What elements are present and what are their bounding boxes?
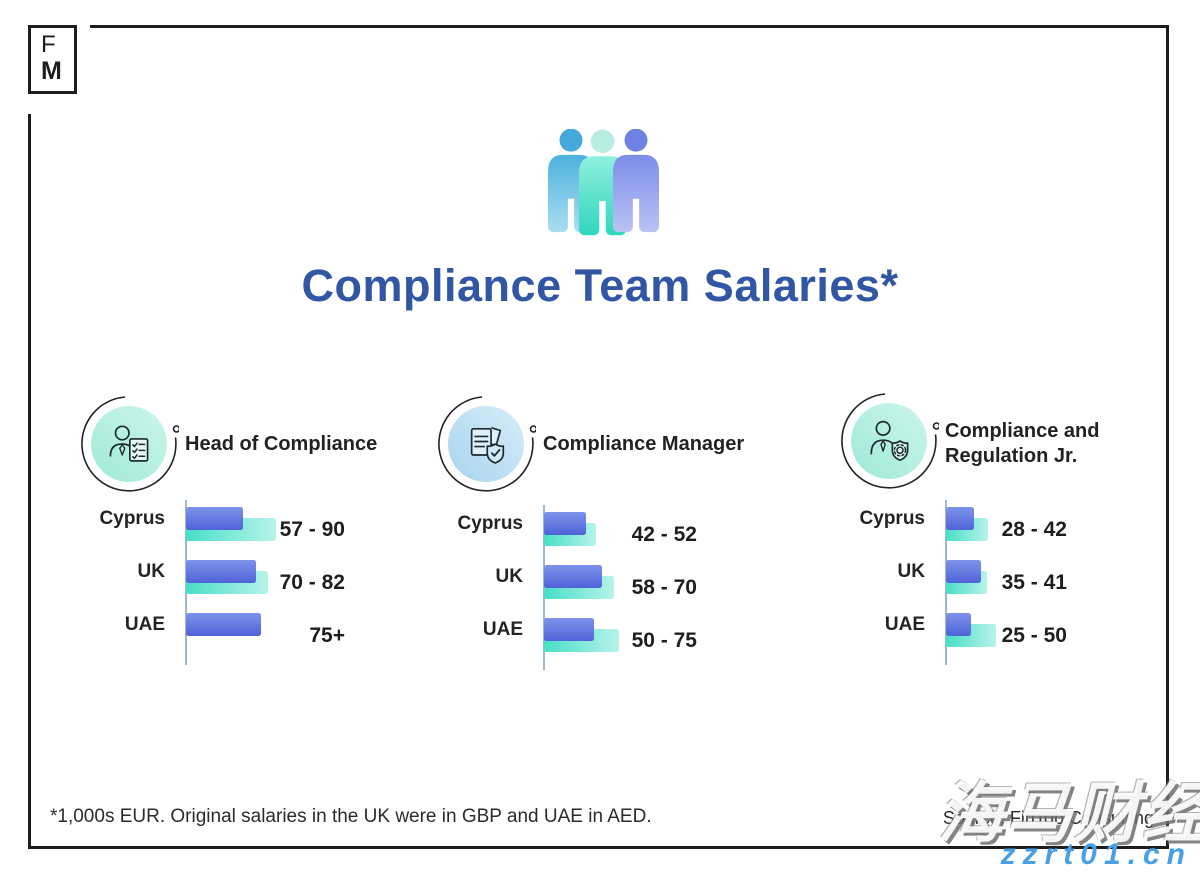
bar-row: UAE 75+ (65, 613, 375, 647)
salary-min-bar (186, 613, 261, 636)
compliance-regulation-jr-chart: Cyprus 28 - 42 UK 35 - 41 UAE 25 - 50 (825, 500, 1135, 670)
documents-shield-icon (470, 427, 505, 464)
compliance-manager-badge (438, 396, 536, 492)
section-title-compliance-manager: Compliance Manager (543, 404, 744, 484)
footnote: *1,000s EUR. Original salaries in the UK… (50, 806, 652, 827)
salary-range-label: 75+ (309, 624, 345, 647)
country-label: UAE (884, 614, 925, 635)
section-title-line: Compliance Manager (543, 432, 745, 455)
country-label: Cyprus (859, 508, 925, 529)
salary-min-bar (946, 507, 974, 530)
salary-range-label: 42 - 52 (631, 523, 697, 546)
bar-row: Cyprus 42 - 52 (423, 512, 733, 546)
head-of-compliance-badge (81, 396, 179, 492)
country-label: UAE (124, 614, 165, 635)
person-checklist-icon (109, 425, 149, 462)
salary-min-bar (186, 560, 256, 583)
page-border-frame (28, 25, 1169, 849)
person-shield-gear-icon (870, 420, 909, 462)
salary-min-bar (544, 512, 586, 535)
watermark-url-text: zzrt01.cn (1000, 838, 1192, 871)
fm-logo: F M (28, 25, 77, 94)
section-title-line: Compliance and (945, 420, 1100, 442)
salary-min-bar (544, 565, 602, 588)
salary-range-label: 58 - 70 (631, 576, 697, 599)
country-label: UAE (482, 619, 523, 640)
salary-range-label: 28 - 42 (1001, 518, 1067, 541)
fm-logo-letter-f: F (41, 31, 56, 58)
salary-min-bar (946, 560, 981, 583)
watermark-cjk-text: 海马财经 (938, 776, 1200, 850)
country-label: Cyprus (457, 513, 523, 534)
country-label: Cyprus (99, 508, 165, 529)
country-label: UK (897, 561, 925, 582)
head-of-compliance-chart: Cyprus 57 - 90 UK 70 - 82 UAE 75+ (65, 500, 375, 670)
bar-row: UAE 50 - 75 (423, 618, 733, 652)
bar-row: UK 58 - 70 (423, 565, 733, 599)
salary-range-label: 50 - 75 (631, 629, 697, 652)
salary-range-label: 35 - 41 (1001, 571, 1067, 594)
salary-min-bar (946, 613, 971, 636)
country-label: UK (495, 566, 523, 587)
section-title-compliance-regulation-jr: Compliance and Regulation Jr. (945, 404, 1099, 484)
fm-logo-letter-m: M (41, 57, 62, 85)
source-credit: Source: FinTop Consulting (942, 808, 1154, 828)
person-figure-periwinkle (613, 129, 659, 233)
bar-row: UK 35 - 41 (825, 560, 1135, 594)
section-title-head-of-compliance: Head of Compliance (185, 404, 377, 484)
bar-row: UAE 25 - 50 (825, 613, 1135, 647)
country-label: UK (137, 561, 165, 582)
salary-min-bar (186, 507, 243, 530)
section-title-line: Head of Compliance (185, 432, 378, 455)
page-title: Compliance Team Salaries* (301, 260, 899, 311)
people-group-icon (540, 126, 662, 260)
salary-range-label: 70 - 82 (279, 571, 345, 594)
salary-min-bar (544, 618, 594, 641)
bar-row: Cyprus 57 - 90 (65, 507, 375, 541)
bar-row: Cyprus 28 - 42 (825, 507, 1135, 541)
compliance-regulation-jr-badge (841, 393, 939, 489)
compliance-manager-chart: Cyprus 42 - 52 UK 58 - 70 UAE 50 - 75 (423, 505, 733, 675)
bar-row: UK 70 - 82 (65, 560, 375, 594)
salary-range-label: 57 - 90 (279, 518, 345, 541)
section-title-line: Regulation Jr. (945, 445, 1078, 467)
salary-range-label: 25 - 50 (1001, 624, 1067, 647)
